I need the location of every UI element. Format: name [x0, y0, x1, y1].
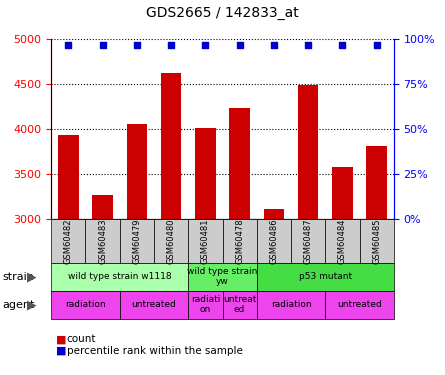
Text: GSM60478: GSM60478 — [235, 218, 244, 264]
Text: ▶: ▶ — [27, 298, 37, 311]
Text: GDS2665 / 142833_at: GDS2665 / 142833_at — [146, 6, 299, 20]
Text: GSM60481: GSM60481 — [201, 218, 210, 264]
Text: wild type strain w1118: wild type strain w1118 — [68, 272, 171, 281]
Text: untreat
ed: untreat ed — [223, 295, 256, 314]
Bar — [92, 195, 113, 375]
Point — [271, 42, 278, 48]
Text: GSM60485: GSM60485 — [372, 218, 381, 264]
Text: GSM60484: GSM60484 — [338, 218, 347, 264]
Point — [168, 42, 175, 48]
Point — [202, 42, 209, 48]
Bar — [366, 147, 387, 375]
Text: GSM60480: GSM60480 — [166, 218, 176, 264]
Bar — [332, 167, 353, 375]
Text: ▶: ▶ — [27, 270, 37, 283]
Text: untreated: untreated — [337, 300, 382, 309]
Bar — [58, 135, 79, 375]
Text: count: count — [67, 334, 96, 344]
Text: agent: agent — [2, 300, 35, 310]
Bar — [126, 124, 147, 375]
Text: percentile rank within the sample: percentile rank within the sample — [67, 346, 243, 355]
Text: p53 mutant: p53 mutant — [299, 272, 352, 281]
Text: GSM60487: GSM60487 — [303, 218, 313, 264]
Point — [134, 42, 141, 48]
Text: GSM60479: GSM60479 — [132, 218, 142, 264]
Text: GSM60486: GSM60486 — [269, 218, 279, 264]
Text: radiation: radiation — [65, 300, 106, 309]
Text: GSM60483: GSM60483 — [98, 218, 107, 264]
Point — [305, 42, 312, 48]
Bar — [195, 129, 216, 375]
Text: radiation: radiation — [271, 300, 312, 309]
Point — [339, 42, 346, 48]
Text: GSM60482: GSM60482 — [64, 218, 73, 264]
Point — [373, 42, 380, 48]
Point — [236, 42, 243, 48]
Bar — [161, 73, 182, 375]
Bar — [263, 210, 284, 375]
Text: radiati
on: radiati on — [190, 295, 220, 314]
Text: wild type strain
yw: wild type strain yw — [187, 267, 258, 286]
Bar — [298, 85, 319, 375]
Point — [65, 42, 72, 48]
Text: untreated: untreated — [132, 300, 176, 309]
Bar — [229, 108, 250, 375]
Point — [99, 42, 106, 48]
Text: strain: strain — [2, 272, 34, 282]
Text: ■: ■ — [56, 346, 66, 355]
Text: ■: ■ — [56, 334, 66, 344]
